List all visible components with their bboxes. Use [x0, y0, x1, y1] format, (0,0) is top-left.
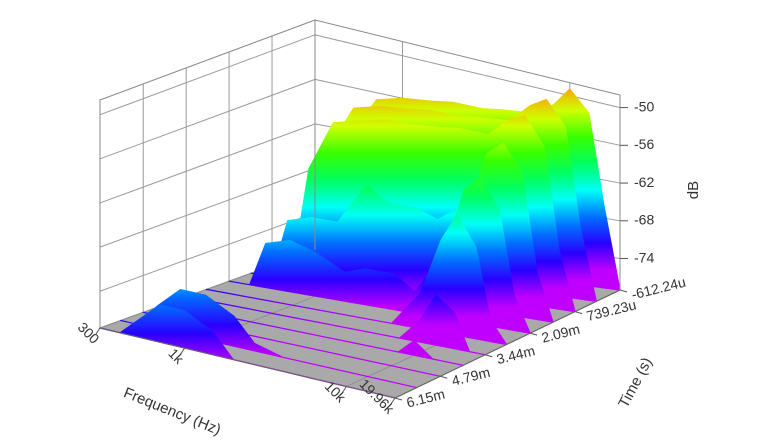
- y-tick: [529, 332, 538, 336]
- y-tick: [485, 354, 493, 358]
- y-tick: [574, 311, 583, 315]
- z-tick-label: -62: [634, 174, 654, 190]
- z-tick-label: -68: [634, 212, 654, 228]
- surface-slice: [120, 289, 418, 389]
- y-tick: [394, 397, 403, 401]
- x-axis-title: Frequency (Hz): [121, 384, 223, 438]
- wall-grid-line: [99, 34, 316, 116]
- y-tick-label: -612.24u: [630, 274, 688, 303]
- x-tick: [180, 347, 186, 355]
- z-tick-label: -56: [634, 136, 654, 152]
- surface-slice: [185, 294, 486, 356]
- x-tick: [95, 327, 101, 335]
- box-edge: [394, 289, 621, 399]
- z-tick-label: -74: [634, 249, 654, 265]
- y-axis-title: Time (s): [615, 355, 656, 411]
- wall-grid-line: [99, 167, 316, 248]
- box-edge: [99, 327, 396, 399]
- z-axis-title: dB: [685, 181, 702, 199]
- x-tick: [342, 386, 347, 393]
- z-tick-label: -50: [634, 98, 654, 114]
- y-tick: [440, 375, 448, 379]
- y-tick: [619, 289, 628, 293]
- wall-grid-line: [99, 78, 316, 160]
- x-tick-label: 300: [75, 319, 103, 347]
- x-tick: [390, 397, 396, 405]
- wall-grid-line: [99, 212, 316, 292]
- wall-grid-line: [99, 123, 316, 204]
